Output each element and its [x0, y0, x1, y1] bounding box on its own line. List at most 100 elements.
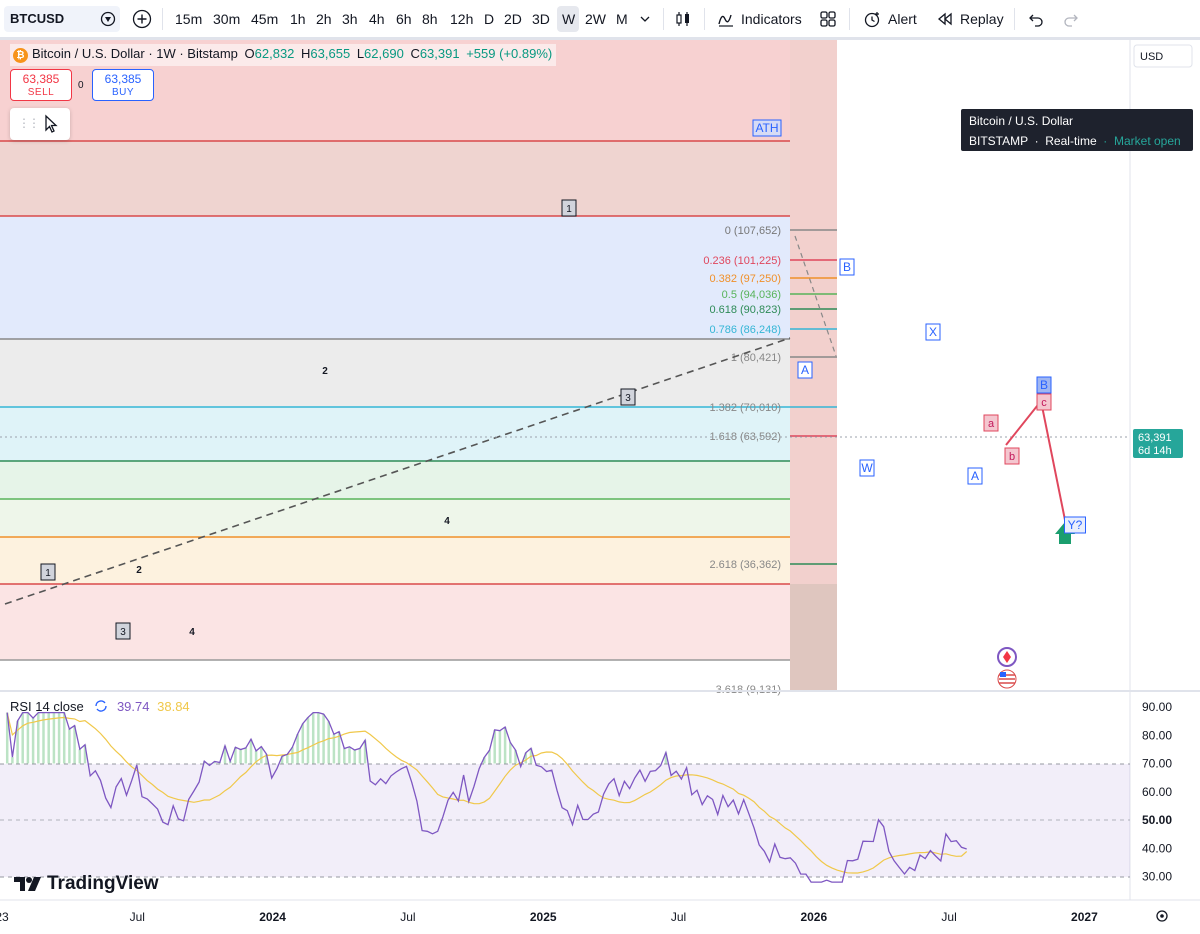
wave-label: ATH — [752, 119, 782, 137]
wave-label: c — [1036, 393, 1052, 411]
timeframe-15m[interactable]: 15m — [175, 11, 203, 27]
timeframe-6h[interactable]: 6h — [396, 11, 412, 27]
tooltip-title: Bitcoin / U.S. Dollar — [969, 114, 1074, 128]
wave-label-text: 1 — [45, 568, 51, 579]
wave-label: 2 — [322, 366, 328, 377]
undo-icon[interactable] — [1026, 9, 1046, 29]
candles-chart-type-icon[interactable] — [673, 9, 693, 29]
timeframe-3h[interactable]: 3h — [342, 11, 358, 27]
drag-handle-icon[interactable]: ⋮⋮ — [18, 116, 40, 130]
rsi-refresh-icon[interactable] — [93, 699, 109, 713]
wave-label: X — [925, 323, 941, 341]
symbol-label[interactable]: BTCUSD — [10, 11, 65, 26]
timeframe-2h[interactable]: 2h — [316, 11, 332, 27]
drawing-toolbar[interactable]: ⋮⋮ — [10, 108, 70, 140]
time-tick-label: 23 — [0, 910, 9, 924]
fib-retracement-lines — [790, 229, 837, 565]
timeframe-12h[interactable]: 12h — [450, 11, 474, 27]
wave-label: a — [983, 414, 999, 432]
timeframe-2W[interactable]: 2W — [585, 11, 606, 27]
tradingview-logo[interactable]: TradingView — [13, 873, 159, 895]
indicators-button[interactable]: Indicators — [741, 11, 802, 27]
rsi-tick-label: 90.00 — [1142, 700, 1172, 714]
settings-gear-icon[interactable] — [1156, 910, 1168, 922]
wave-label-text: B — [1040, 378, 1048, 392]
timeframe-M[interactable]: M — [616, 11, 628, 27]
wave-label-text: W — [861, 461, 873, 475]
wave-label: b — [1004, 447, 1020, 465]
price-axis[interactable]: USD — [1129, 40, 1200, 900]
wave-label-text: b — [1009, 451, 1015, 463]
timeframe-dropdown-chevron-icon[interactable] — [635, 9, 655, 29]
wave-label-text: A — [971, 469, 979, 483]
wave-label-text: 3 — [625, 393, 631, 404]
rsi-tick-label: 50.00 — [1142, 813, 1172, 827]
time-tick-label: 2025 — [530, 910, 557, 924]
currency-button — [1133, 44, 1193, 68]
rsi-tick-label: 40.00 — [1142, 841, 1172, 855]
symbol-compare-icon[interactable] — [100, 11, 116, 27]
timeframe-W[interactable]: W — [562, 11, 576, 27]
time-tick-label: Jul — [400, 910, 415, 924]
zone-cyan — [0, 407, 790, 461]
fib-label: 0.618 (90,823) — [709, 304, 781, 316]
cursor-arrow-icon[interactable] — [42, 114, 60, 134]
wave-labels: ATH 1 2 3 4 1 2 3 4 A B W X Aa b Bc Y? — [40, 119, 1086, 640]
time-tick-label: Jul — [671, 910, 686, 924]
sell-button[interactable]: 63,385 SELL — [10, 69, 72, 101]
rsi-value: 39.74 — [116, 699, 150, 714]
symbol-legend[interactable]: ₿ Bitcoin / U.S. Dollar · 1W · Bitstamp … — [10, 44, 557, 66]
buy-button[interactable]: 63,385 BUY — [92, 69, 154, 101]
wave-label: 1 — [561, 199, 577, 217]
rsi-tick-label: 70.00 — [1142, 757, 1172, 771]
chart-canvas[interactable]: 0 (107,652) 0.236 (101,225) 0.382 (97,25… — [0, 40, 1200, 934]
wave-label: A — [967, 467, 983, 485]
zone-ath-red — [0, 141, 790, 216]
wave-label: A — [797, 361, 813, 379]
timeframe-2D[interactable]: 2D — [504, 11, 522, 27]
dashed-trendline — [4, 337, 791, 605]
add-symbol-icon[interactable] — [132, 9, 152, 29]
timeframe-D[interactable]: D — [484, 11, 495, 27]
rsi-label: RSI 14 close — [10, 699, 84, 714]
rsi-ma-value: 38.84 — [157, 699, 190, 714]
symbol-search-box[interactable] — [4, 6, 120, 32]
wave-label-text: a — [988, 418, 995, 430]
timeframe-3D[interactable]: 3D — [532, 11, 550, 27]
layout-grid-icon[interactable] — [818, 9, 838, 29]
zone-orange — [0, 537, 790, 584]
us-flag-icon[interactable] — [997, 669, 1017, 689]
timeframe-45m[interactable]: 45m — [251, 11, 279, 27]
tooltip-details: BITSTAMP · Real-time · Market open — [969, 134, 1181, 148]
timeframe-4h[interactable]: 4h — [369, 11, 385, 27]
timeframe-active-highlight — [557, 6, 579, 32]
zone-lines — [0, 140, 837, 661]
legend-close-key: C — [410, 46, 420, 61]
currency-label: USD — [1140, 51, 1163, 63]
sell-price: 63,385 — [22, 72, 60, 86]
wave-label: B — [1036, 376, 1052, 394]
current-price-value: 63,391 — [1138, 432, 1172, 444]
fib-label: 1.382 (70,010) — [709, 402, 781, 414]
fib-label: 1 (80,421) — [731, 352, 781, 364]
rsi-legend[interactable]: RSI 14 close 39.74 38.84 — [10, 699, 190, 714]
wave-label-text: 3 — [120, 627, 126, 638]
alert-button[interactable]: Alert — [888, 11, 917, 27]
wave-label-text: 1 — [566, 204, 572, 215]
indicators-icon[interactable] — [716, 9, 736, 29]
timeframe-8h[interactable]: 8h — [422, 11, 438, 27]
legend-high-key: H — [301, 46, 311, 61]
wave-label: 3 — [620, 388, 636, 406]
legend-open: 62,832 — [254, 46, 295, 61]
replay-rewind-icon[interactable] — [935, 9, 955, 29]
redo-icon[interactable] — [1061, 9, 1081, 29]
timeframe-30m[interactable]: 30m — [213, 11, 241, 27]
ai-sparkle-icon[interactable] — [997, 647, 1017, 667]
time-tick-label: Jul — [941, 910, 956, 924]
alert-clock-icon[interactable] — [862, 9, 882, 29]
legend-title: Bitcoin / U.S. Dollar · 1W · Bitstamp — [32, 46, 238, 61]
timeframe-1h[interactable]: 1h — [290, 11, 306, 27]
fib-label: 0 (107,652) — [725, 225, 781, 237]
wave-label: 2 — [136, 565, 142, 576]
replay-button[interactable]: Replay — [960, 11, 1004, 27]
